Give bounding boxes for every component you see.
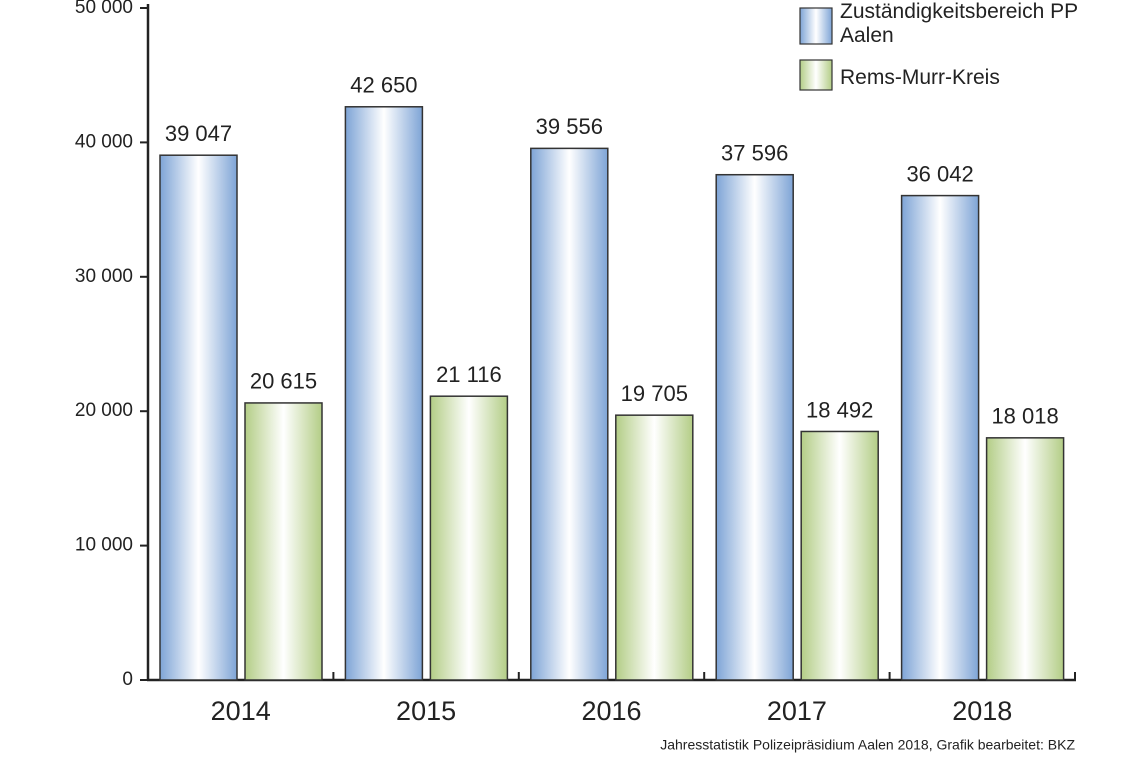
value-label: 21 116 xyxy=(436,362,502,387)
bar xyxy=(985,437,1065,681)
bar xyxy=(715,173,794,681)
legend-swatch xyxy=(799,7,833,45)
legend-swatch xyxy=(799,59,833,91)
x-tick-label: 2014 xyxy=(211,696,271,726)
bar xyxy=(900,194,980,681)
value-label: 36 042 xyxy=(906,161,973,186)
value-label: 37 596 xyxy=(721,141,788,166)
x-tick-label: 2015 xyxy=(396,696,456,726)
y-tick-label: 50 000 xyxy=(75,0,133,18)
bar xyxy=(344,106,424,681)
bar xyxy=(800,430,879,681)
value-label: 39 556 xyxy=(536,114,603,139)
value-label: 20 615 xyxy=(250,369,317,394)
value-label: 19 705 xyxy=(621,381,688,406)
bar xyxy=(429,395,509,681)
legend-label: Zuständigkeitsbereich PP Aalen xyxy=(840,0,1078,47)
y-tick-label: 0 xyxy=(122,669,133,690)
bar xyxy=(530,147,609,681)
x-tick-label: 2017 xyxy=(767,696,827,726)
value-label: 18 492 xyxy=(806,397,873,422)
value-label: 42 650 xyxy=(350,73,417,98)
y-tick-label: 40 000 xyxy=(75,131,133,152)
bar xyxy=(615,414,694,681)
bar xyxy=(244,402,323,681)
bar xyxy=(159,154,238,681)
value-label: 39 047 xyxy=(165,121,232,146)
value-label: 18 018 xyxy=(991,404,1058,429)
x-tick-label: 2016 xyxy=(581,696,641,726)
y-tick-label: 30 000 xyxy=(75,266,133,287)
x-tick-label: 2018 xyxy=(952,696,1012,726)
source-note: Jahresstatistik Polizeipräsidium Aalen 2… xyxy=(660,737,1075,753)
legend-label: Rems-Murr-Kreis xyxy=(840,66,1000,89)
y-tick-label: 10 000 xyxy=(75,535,133,556)
y-tick-label: 20 000 xyxy=(75,400,133,421)
